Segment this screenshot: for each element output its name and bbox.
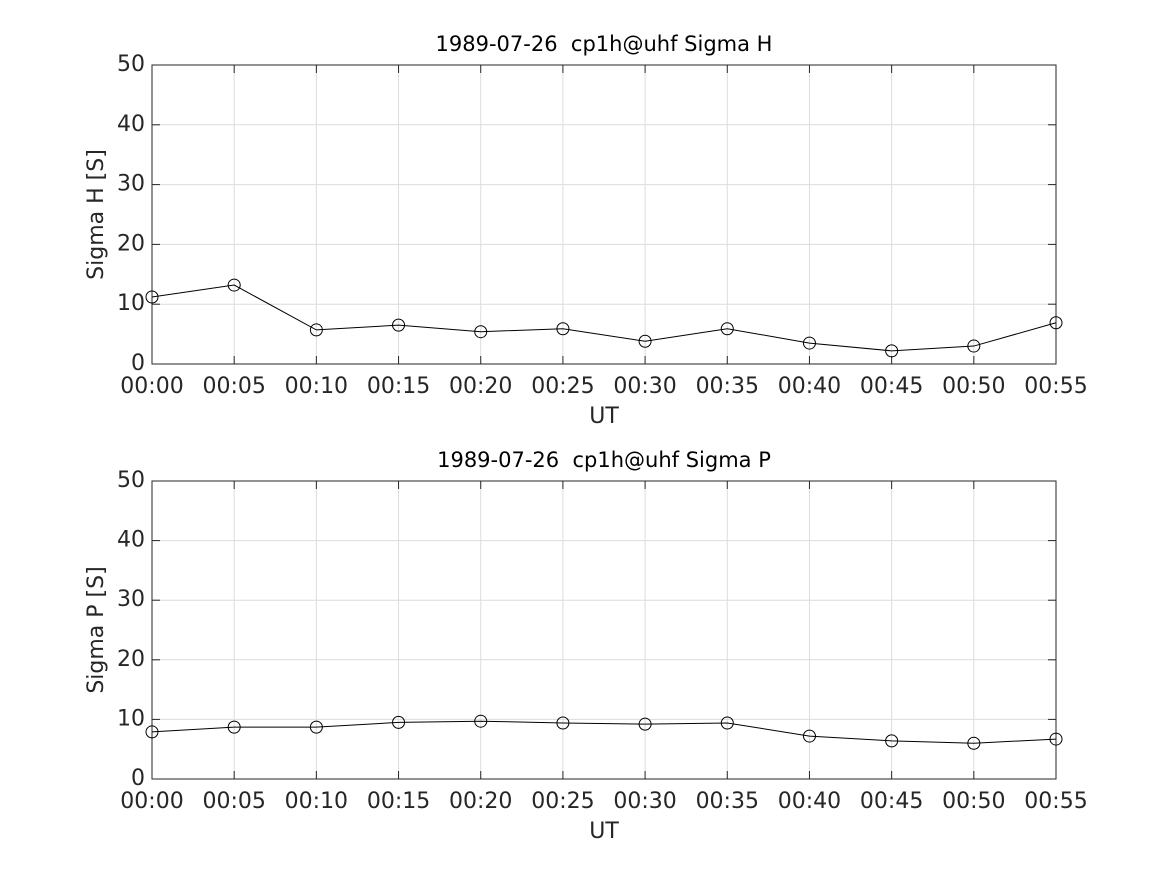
x-tick-label: 00:30 [613, 789, 676, 814]
x-tick-label: 00:40 [778, 789, 841, 814]
y-tick-label: 40 [117, 528, 145, 553]
x-tick-label: 00:50 [942, 789, 1005, 814]
x-tick-label: 00:55 [1024, 374, 1087, 399]
plot-area [152, 65, 1056, 364]
x-tick-label: 00:45 [860, 789, 923, 814]
x-tick-label: 00:25 [531, 789, 594, 814]
y-tick-label: 20 [117, 231, 145, 256]
y-tick-label: 30 [117, 587, 145, 612]
marker [967, 736, 981, 750]
marker [227, 278, 241, 292]
marker [885, 734, 899, 748]
y-tick-label: 10 [117, 291, 145, 316]
marker [145, 290, 159, 304]
x-tick-label: 00:45 [860, 374, 923, 399]
marker [802, 729, 816, 743]
marker [556, 716, 570, 730]
data-line [151, 720, 1057, 744]
y-tick-label: 0 [131, 766, 145, 791]
y-tick-label: 40 [117, 112, 145, 137]
x-tick-label: 00:00 [120, 789, 183, 814]
y-tick-label: 10 [117, 706, 145, 731]
marker [556, 322, 570, 336]
x-tick-label: 00:00 [120, 374, 183, 399]
x-tick-label: 00:15 [367, 374, 430, 399]
x-tick-label: 00:55 [1024, 789, 1087, 814]
marker [638, 334, 652, 348]
marker [474, 325, 488, 339]
x-tick-label: 00:50 [942, 374, 1005, 399]
x-tick-label: 00:35 [696, 374, 759, 399]
x-tick-label: 00:10 [285, 789, 348, 814]
x-axis-label: UT [589, 819, 619, 844]
x-tick-label: 00:35 [696, 789, 759, 814]
x-axis-label: UT [589, 404, 619, 429]
x-tick-label: 00:05 [202, 789, 265, 814]
marker [1049, 316, 1063, 330]
marker [392, 318, 406, 332]
data-line [151, 284, 1057, 352]
x-tick-label: 00:20 [449, 374, 512, 399]
chart-title: 1989-07-26 cp1h@uhf Sigma H [436, 32, 773, 56]
x-tick-label: 00:40 [778, 374, 841, 399]
x-tick-label: 00:15 [367, 789, 430, 814]
plot-area [152, 481, 1056, 779]
x-tick-label: 00:30 [613, 374, 676, 399]
y-tick-label: 30 [117, 172, 145, 197]
y-tick-label: 0 [131, 351, 145, 376]
marker [392, 715, 406, 729]
y-axis-label: Sigma P [S] [84, 566, 109, 693]
marker [967, 339, 981, 353]
x-tick-label: 00:05 [202, 374, 265, 399]
x-tick-label: 00:10 [285, 374, 348, 399]
marker [720, 322, 734, 336]
axes-box [151, 480, 1057, 780]
y-tick-label: 50 [117, 468, 145, 493]
marker [145, 725, 159, 739]
marker [474, 714, 488, 728]
marker [227, 720, 241, 734]
marker [638, 717, 652, 731]
y-tick-label: 20 [117, 647, 145, 672]
marker [309, 720, 323, 734]
x-tick-label: 00:25 [531, 374, 594, 399]
y-tick-label: 50 [117, 52, 145, 77]
marker [720, 716, 734, 730]
y-axis-label: Sigma H [S] [84, 149, 109, 280]
marker [309, 323, 323, 337]
marker [1049, 732, 1063, 746]
marker [885, 344, 899, 358]
axes-box [151, 64, 1057, 365]
x-tick-label: 00:20 [449, 789, 512, 814]
marker [802, 336, 816, 350]
chart-title: 1989-07-26 cp1h@uhf Sigma P [437, 448, 771, 472]
